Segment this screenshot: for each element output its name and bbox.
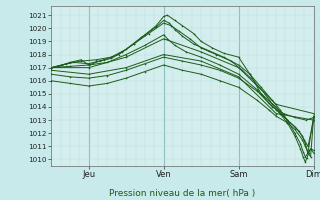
Text: Pression niveau de la mer( hPa ): Pression niveau de la mer( hPa ) — [109, 189, 256, 198]
